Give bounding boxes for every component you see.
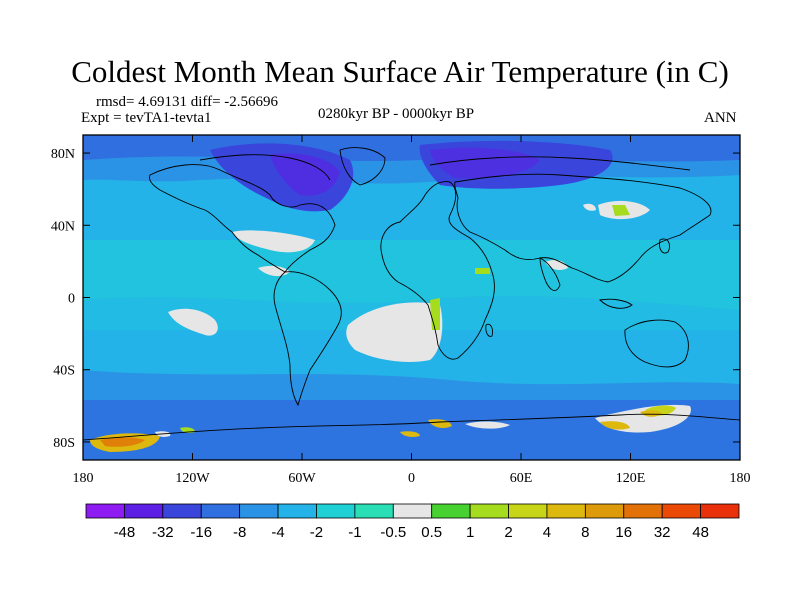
coast-asia [454, 173, 712, 283]
colorbar: -48 -32 -16 -8 -4 -2 -1 -0.5 0.5 1 2 4 8 16 32 48 [85, 503, 740, 541]
experiment-label: Expt = tevTA1-tevta1 [81, 110, 212, 126]
colorbar-swatch [239, 503, 279, 519]
colorbar-label: -16 [190, 524, 212, 541]
colorbar-swatch [392, 503, 433, 519]
colorbar-label: -1 [348, 524, 361, 541]
lon-tick-label: 120E [616, 471, 646, 486]
colorbar-swatch [623, 503, 663, 519]
lon-tick-label: 60W [288, 471, 316, 486]
stats-text: rmsd= 4.69131 diff= -2.56696 [96, 94, 279, 110]
map-title: Coldest Month Mean Surface Air Temperatu… [71, 54, 729, 89]
south-atlantic-neutral [346, 302, 443, 362]
lon-tick-label: 180 [73, 471, 94, 486]
temperature-field [83, 135, 740, 460]
lat-tick-label: 0 [68, 292, 75, 307]
coast-india [539, 257, 561, 291]
coast-greenland [339, 147, 386, 186]
coast-north-america [149, 164, 336, 273]
colorbar-swatch [700, 503, 740, 519]
colorbar-swatch [469, 503, 509, 519]
coast-siberia-arctic [429, 156, 691, 171]
colorbar-swatch [661, 503, 701, 519]
colorbar-label: -4 [271, 524, 284, 541]
colorbar-swatch [316, 503, 356, 519]
period-label: 0280kyr BP - 0000kyr BP [318, 106, 475, 122]
colorbar-swatch [584, 503, 625, 519]
caribbean-neutral [232, 230, 315, 253]
coast-canada-arctic [199, 154, 331, 181]
lon-tick-label: 60E [510, 471, 533, 486]
coast-indonesia [599, 298, 633, 309]
colorbar-label: -0.5 [380, 524, 406, 541]
lon-tick-label: 120W [175, 471, 210, 486]
south-pacific-neutral [168, 308, 218, 336]
colorbar-swatch [85, 503, 125, 519]
colorbar-label: 32 [654, 524, 671, 541]
coast-europe-africa [380, 181, 495, 360]
colorbar-label: 48 [692, 524, 709, 541]
colorbar-label: 16 [615, 524, 632, 541]
coast-south-america [273, 271, 342, 407]
lon-tick-label: 0 [408, 471, 415, 486]
lat-tick-label: 40N [51, 219, 75, 234]
season-label: ANN [704, 110, 737, 126]
coast-madagascar [485, 323, 493, 337]
lat-tick-label: 80N [51, 147, 75, 162]
colorbar-swatch [431, 503, 471, 519]
lon-tick-label: 180 [730, 471, 751, 486]
coast-australia [624, 319, 689, 368]
coastlines [83, 147, 740, 441]
colorbar-label: -2 [310, 524, 323, 541]
colorbar-swatch [162, 503, 202, 519]
colorbar-swatch [124, 503, 164, 519]
colorbar-label: 2 [504, 524, 512, 541]
colorbar-label: -32 [152, 524, 174, 541]
colorbar-label: 4 [543, 524, 551, 541]
colorbar-label: -48 [114, 524, 136, 541]
longitude-axis: 180 120W 60W 0 60E 120E 180 [73, 135, 751, 486]
lat-tick-label: 80S [53, 436, 75, 451]
coast-antarctica [83, 413, 740, 441]
coast-japan [659, 238, 671, 254]
colorbar-label: 0.5 [421, 524, 442, 541]
colorbar-swatch [277, 503, 317, 519]
colorbar-swatch [354, 503, 394, 519]
colorbar-swatch [200, 503, 241, 519]
lat-tick-label: 40S [53, 364, 75, 379]
colorbar-label: 1 [466, 524, 474, 541]
colorbar-label: -8 [233, 524, 246, 541]
colorbar-swatch [508, 503, 548, 519]
latitude-axis: 80N 40N 0 40S 80S [51, 147, 740, 451]
colorbar-swatch [546, 503, 586, 519]
colorbar-label: 8 [581, 524, 589, 541]
